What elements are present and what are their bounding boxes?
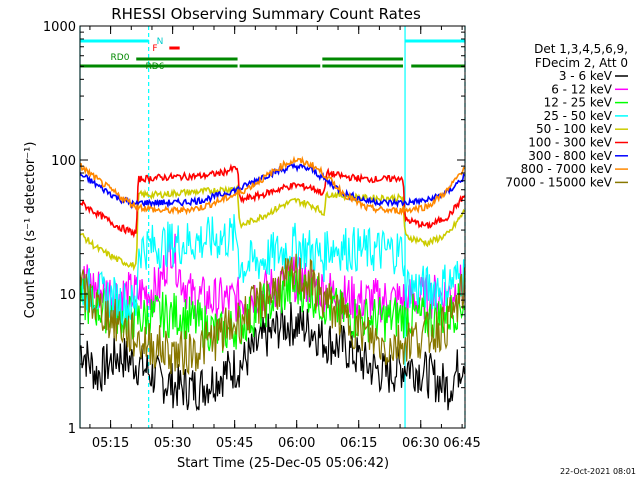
- legend-entry-label: 800 - 7000 keV: [521, 162, 613, 176]
- x-tick-label: 05:30: [154, 436, 191, 451]
- legend-entry-label: 50 - 100 keV: [536, 122, 613, 136]
- x-tick-label: 06:00: [278, 436, 315, 451]
- legend-entry-label: 6 - 12 keV: [551, 82, 613, 96]
- y-axis-label: Count Rate (s⁻¹ detector⁻¹): [23, 142, 38, 319]
- series-line-0: [80, 301, 465, 412]
- flag-label-night: N: [157, 37, 164, 47]
- legend-header-line-1: Det 1,3,4,5,6,9,: [534, 42, 628, 56]
- legend-entry-label: 300 - 800 keV: [528, 149, 612, 163]
- legend-entry-label: 12 - 25 keV: [544, 96, 613, 110]
- footer-date: 22-Oct-2021 08:01: [560, 467, 636, 476]
- flag-label-flare: F: [152, 44, 157, 54]
- x-tick-label: 06:45: [443, 436, 480, 451]
- legend-entry-label: 3 - 6 keV: [559, 69, 613, 83]
- x-tick-label: 05:45: [216, 436, 253, 451]
- x-tick-label: 06:15: [340, 436, 377, 451]
- y-tick-label: 1: [68, 422, 76, 437]
- series-line-8: [80, 253, 465, 376]
- y-tick-label: 1000: [43, 20, 76, 35]
- series-line-4: [80, 184, 465, 272]
- plot-area: NF RD0 RD6 1 10 100 1000 05:15 05:30 05:45 06:00 06…: [43, 20, 481, 451]
- plot-frame: [79, 25, 466, 429]
- flag-label-rd0: RD0: [111, 53, 130, 63]
- legend: Det 1,3,4,5,6,9, FDecim 2, Att 0 3 - 6 k…: [505, 42, 628, 189]
- y-tick-label: 100: [51, 154, 76, 169]
- legend-entry-label: 25 - 50 keV: [544, 109, 613, 123]
- flag-label-rd6: RD6: [146, 62, 165, 72]
- series-line-7: [80, 155, 465, 216]
- legend-entry-label: 7000 - 15000 keV: [505, 175, 612, 189]
- x-tick-label: 05:15: [92, 436, 129, 451]
- chart-title: RHESSI Observing Summary Count Rates: [111, 5, 421, 23]
- series-line-5: [80, 163, 465, 239]
- y-tick-label: 10: [59, 288, 76, 303]
- legend-entry-label: 100 - 300 keV: [528, 136, 612, 150]
- x-axis-label: Start Time (25-Dec-05 05:06:42): [177, 456, 389, 471]
- x-tick-label: 06:30: [402, 436, 439, 451]
- series-traces: [80, 155, 465, 412]
- series-line-2: [80, 268, 465, 353]
- legend-header-line-2: FDecim 2, Att 0: [535, 56, 628, 70]
- series-line-3: [80, 214, 465, 327]
- series-line-6: [80, 162, 465, 210]
